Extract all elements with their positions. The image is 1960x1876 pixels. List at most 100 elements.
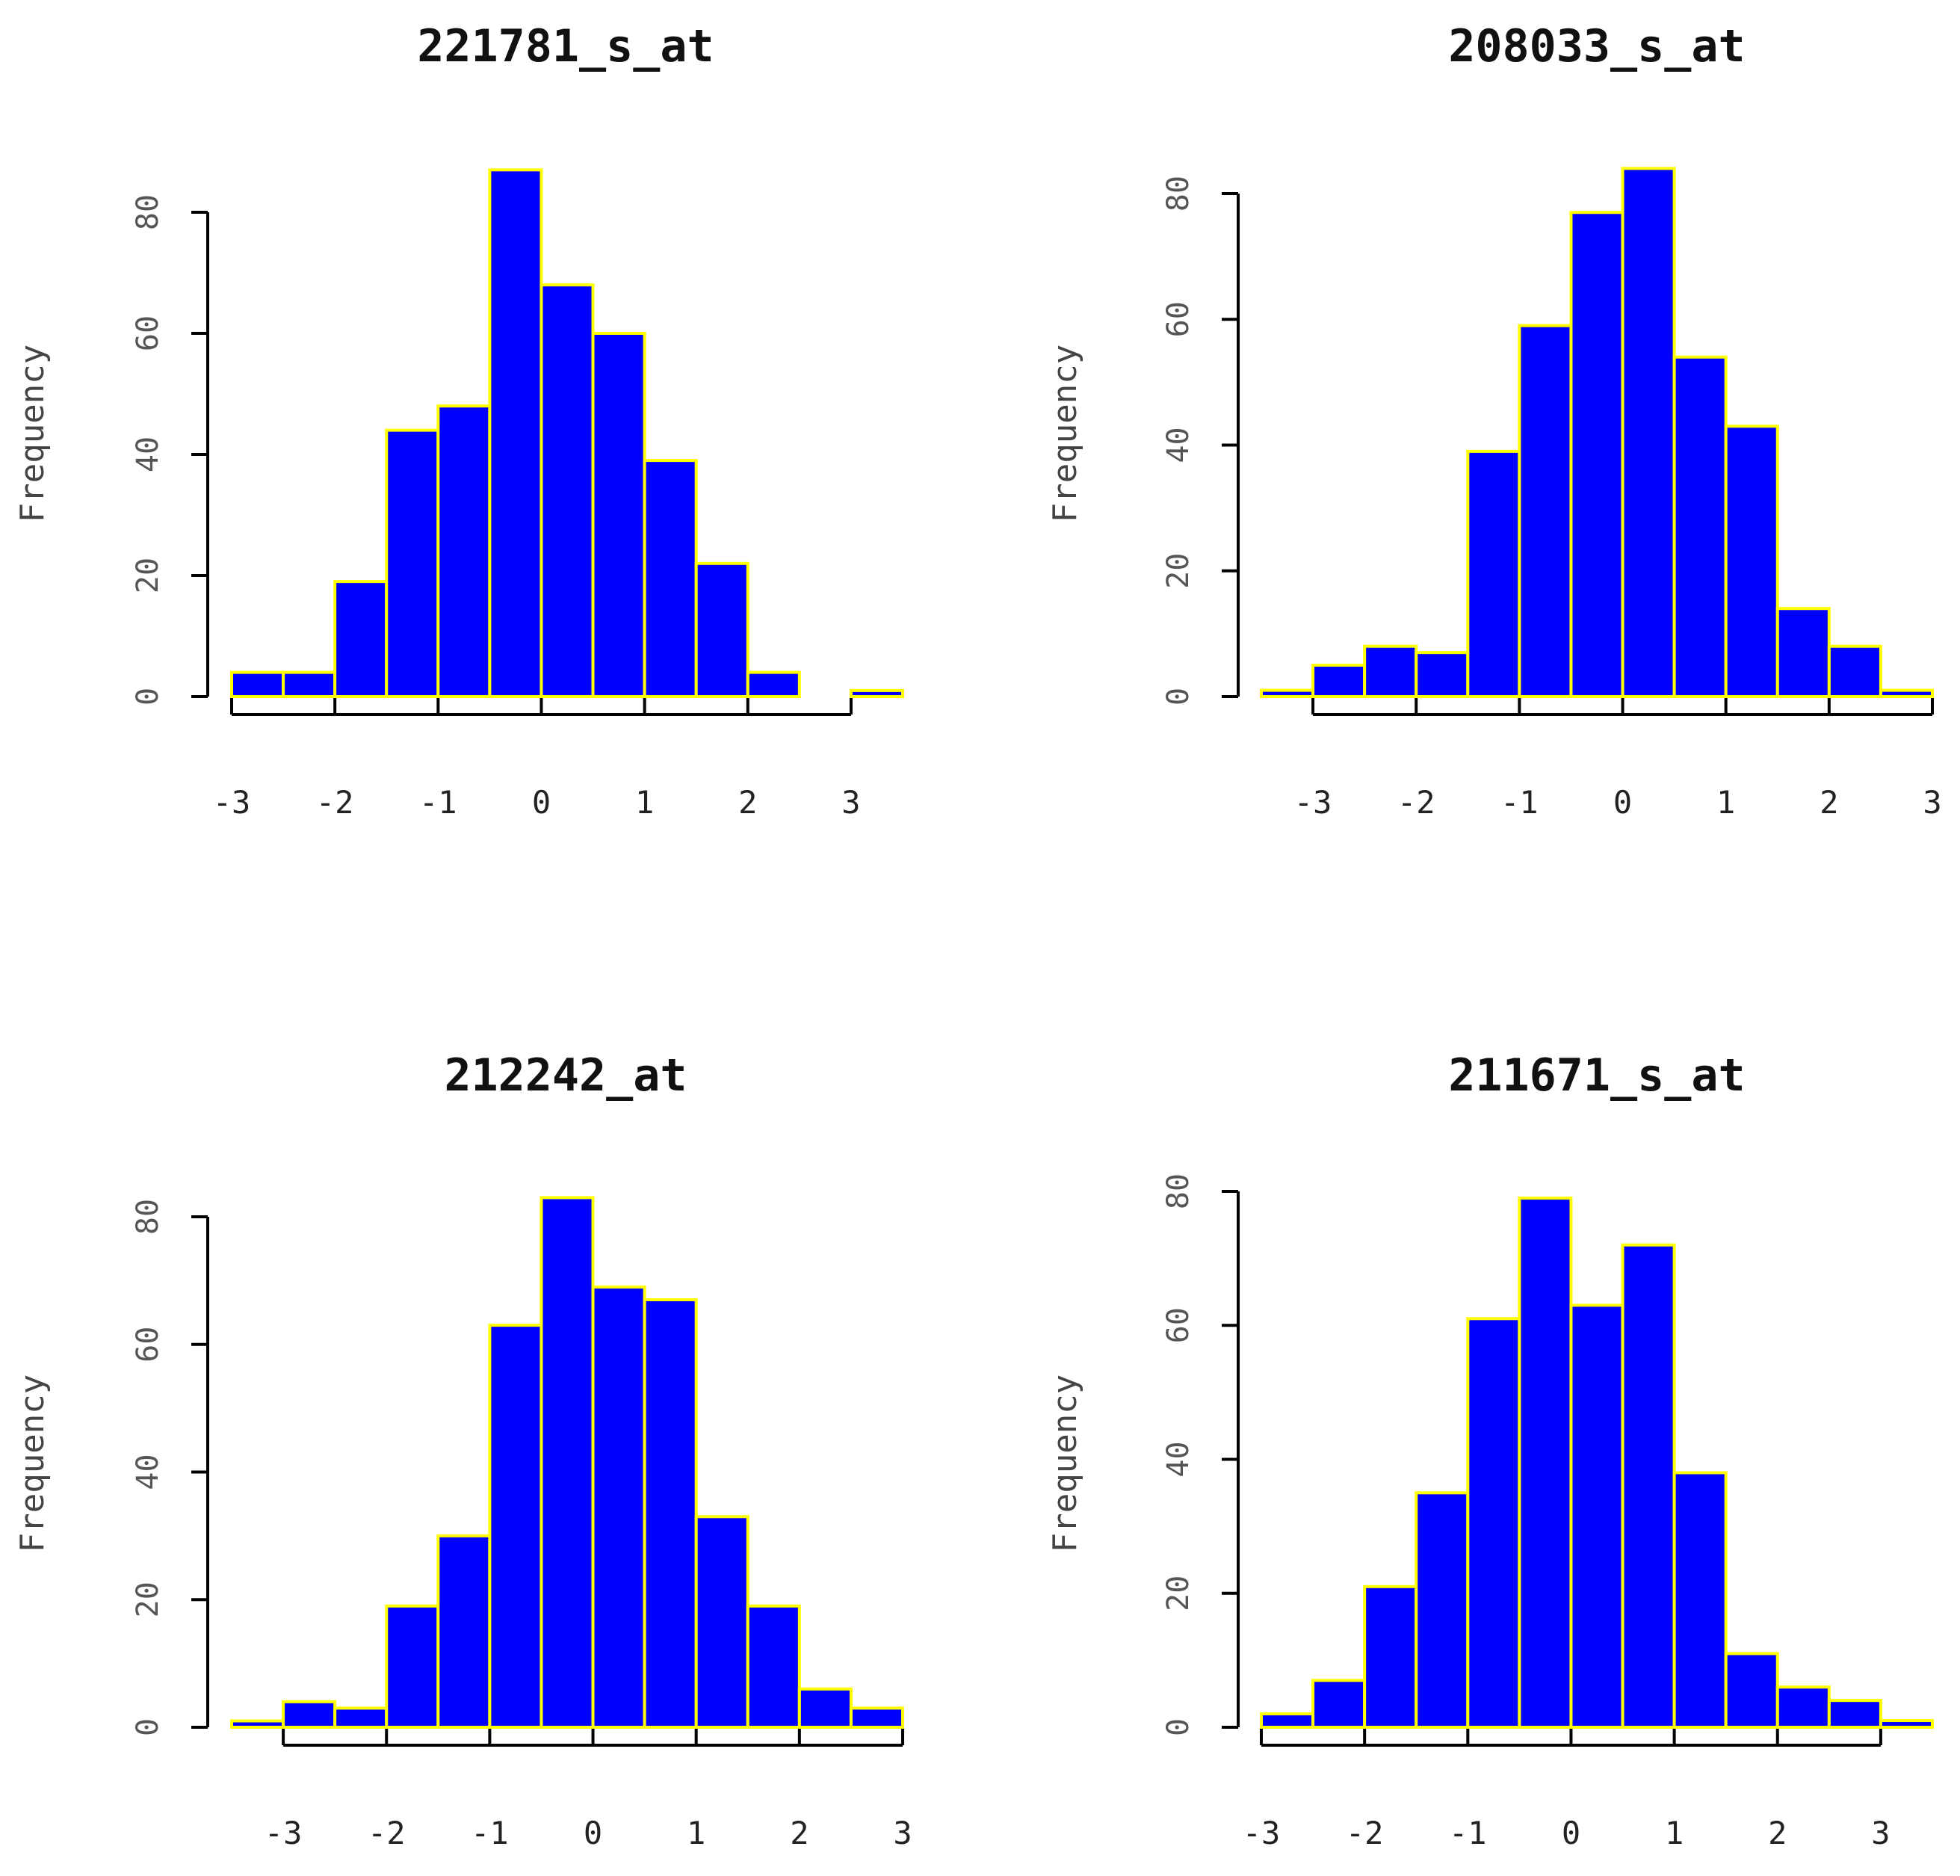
histogram-bar <box>1569 211 1624 698</box>
histogram-bar <box>746 670 801 698</box>
histogram-bar <box>488 1324 543 1729</box>
y-tick-label: 60 <box>1161 1307 1196 1343</box>
histogram-bar <box>230 670 285 698</box>
x-tick-label: -1 <box>471 1815 509 1851</box>
histogram-bar <box>1621 1243 1676 1729</box>
x-tick-label: 0 <box>584 1815 602 1851</box>
histogram-bar <box>385 1604 440 1730</box>
histogram-bar <box>591 332 646 698</box>
chart-title: 211671_s_at <box>1448 1049 1745 1102</box>
histogram-bar <box>1672 1471 1728 1730</box>
x-tick-label: 3 <box>841 784 860 821</box>
x-tick-label: -3 <box>213 784 251 821</box>
y-tick-label: 40 <box>1161 1441 1196 1477</box>
histogram-bar <box>1827 1699 1882 1729</box>
histogram-bar <box>333 1706 389 1729</box>
y-tick-label: 20 <box>1161 1576 1196 1611</box>
x-tick-label: -1 <box>1500 784 1539 821</box>
x-tick-label: 2 <box>738 784 757 821</box>
histogram-bar <box>1466 1317 1521 1729</box>
histogram-bar <box>591 1285 646 1729</box>
histogram-bar <box>540 283 595 698</box>
y-tick-label: 40 <box>131 1454 165 1490</box>
y-tick-label: 20 <box>131 1582 165 1617</box>
y-axis-label: Frequency <box>1046 345 1084 522</box>
y-tick-label: 80 <box>1161 1173 1196 1209</box>
x-tick-label: 1 <box>635 784 654 821</box>
x-tick-label: 3 <box>1923 784 1941 821</box>
histogram-bar <box>1879 1719 1935 1730</box>
x-tick-label: -1 <box>1449 1815 1487 1851</box>
x-tick-label: -1 <box>419 784 457 821</box>
y-tick-label: 0 <box>131 1718 165 1736</box>
histogram-panel: 211671_s_at Frequency 0 20 40 60 80 -3 -2 -1 0 1 2 3 <box>1046 1049 1935 1851</box>
x-tick-label: -3 <box>1294 784 1332 821</box>
histogram-bar <box>849 1706 905 1729</box>
y-axis-label: Frequency <box>13 1374 52 1552</box>
histogram-panel: 208033_s_at Frequency 0 20 40 60 80 -3 -2 -1 0 1 2 3 <box>1046 20 1942 821</box>
y-tick-label: 20 <box>1161 553 1196 589</box>
histogram-bar <box>1518 324 1573 698</box>
histogram-bar <box>746 1604 801 1730</box>
histogram-bar <box>643 1298 698 1730</box>
x-tick-label: 2 <box>790 1815 809 1851</box>
histogram-bar <box>1569 1303 1624 1730</box>
histogram-bar <box>1363 1585 1418 1730</box>
histogram-bar <box>1260 688 1315 699</box>
y-tick-label: 0 <box>1161 688 1196 706</box>
x-tick-label: 2 <box>1768 1815 1787 1851</box>
y-tick-label: 40 <box>1161 427 1196 463</box>
histogram-bar <box>436 1534 492 1729</box>
histogram-bar <box>1415 1491 1470 1729</box>
chart-title: 212242_at <box>444 1049 687 1102</box>
x-tick-label: -2 <box>368 1815 406 1851</box>
histogram-bar <box>1672 355 1728 698</box>
histogram-bar <box>1621 167 1676 699</box>
x-tick-label: -2 <box>1397 784 1435 821</box>
x-tick-label: 1 <box>1716 784 1735 821</box>
x-tick-label: -3 <box>1243 1815 1281 1851</box>
histogram-bar <box>1775 1685 1831 1730</box>
histogram-bar <box>643 459 698 698</box>
histogram-panel: 221781_s_at Frequency 0 20 40 60 80 -3 -2 -1 0 1 2 3 <box>13 20 905 821</box>
histogram-bar <box>282 1700 337 1730</box>
histogram-bar <box>1363 644 1418 699</box>
histogram-bar <box>1311 1679 1367 1729</box>
chart-title: 221781_s_at <box>417 20 714 72</box>
x-tick-label: 0 <box>532 784 551 821</box>
histogram-bar <box>1879 688 1935 699</box>
y-axis-label: Frequency <box>13 345 52 522</box>
histogram-bar <box>1311 663 1367 698</box>
x-tick-label: 2 <box>1820 784 1838 821</box>
y-tick-label: 0 <box>1161 1718 1196 1736</box>
x-tick-label: -3 <box>265 1815 303 1851</box>
histogram-bar <box>1827 644 1882 699</box>
histogram-bar <box>1260 1712 1315 1729</box>
y-tick-label: 0 <box>131 688 165 706</box>
y-tick-label: 60 <box>1161 301 1196 337</box>
x-tick-label: 1 <box>687 1815 705 1851</box>
histogram-bar <box>1724 425 1779 698</box>
y-tick-label: 80 <box>131 1199 165 1235</box>
histogram-bar <box>436 404 492 698</box>
y-tick-label: 80 <box>1161 176 1196 212</box>
histogram-bar <box>282 670 337 698</box>
histogram-bar <box>1775 607 1831 698</box>
histogram-bar <box>1518 1196 1573 1729</box>
histogram-bar <box>1466 449 1521 698</box>
y-tick-label: 60 <box>131 1327 165 1363</box>
histogram-panel: 212242_at Frequency 0 20 40 60 80 -3 -2 -1 0 1 2 3 <box>13 1049 912 1851</box>
histogram-bar <box>540 1196 595 1729</box>
histogram-bar <box>849 688 905 699</box>
chart-title: 208033_s_at <box>1448 20 1745 72</box>
histogram-bar <box>385 428 440 698</box>
histogram-bar <box>230 1719 285 1729</box>
y-tick-label: 60 <box>131 315 165 351</box>
x-tick-label: -2 <box>316 784 354 821</box>
histogram-bar <box>797 1687 853 1729</box>
x-tick-label: 0 <box>1562 1815 1580 1851</box>
x-tick-label: 3 <box>1871 1815 1890 1851</box>
y-axis-label: Frequency <box>1046 1374 1084 1552</box>
histogram-bar <box>333 580 389 698</box>
